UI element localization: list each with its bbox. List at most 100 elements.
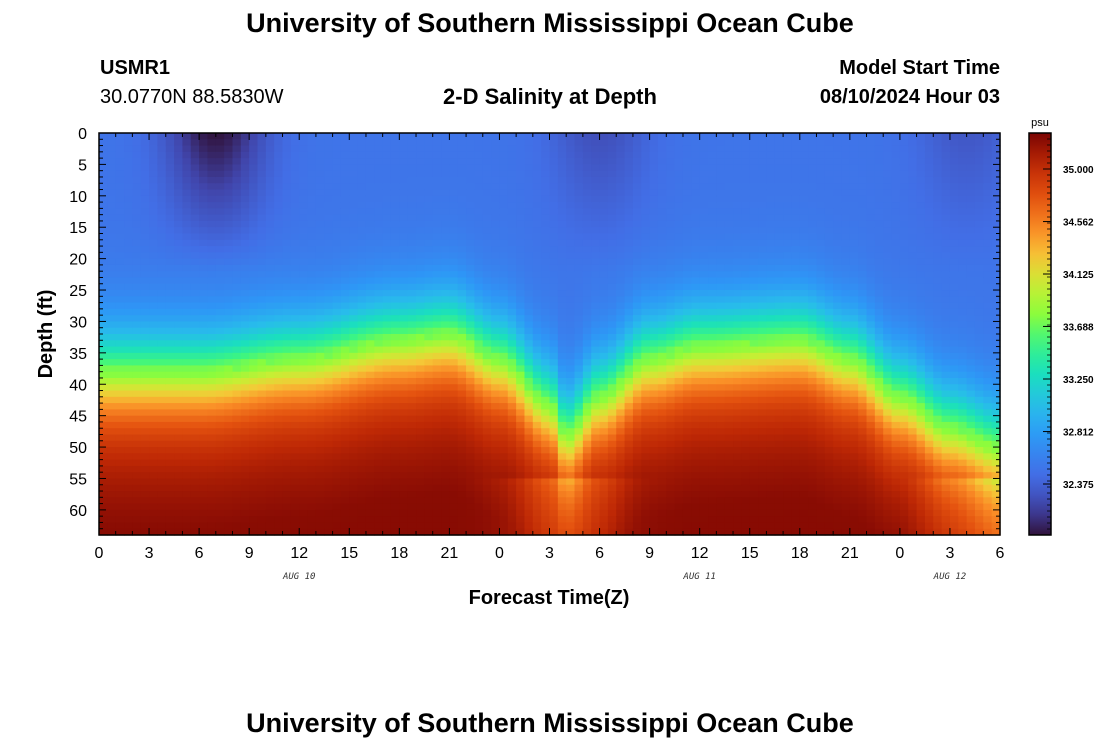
heatmap-cell xyxy=(157,246,167,253)
heatmap-cell xyxy=(265,352,275,360)
heatmap-cell xyxy=(315,478,325,486)
heatmap-cell xyxy=(641,290,651,297)
heatmap-cell xyxy=(274,227,284,235)
heatmap-cell xyxy=(157,271,167,279)
heatmap-cell xyxy=(149,472,158,480)
heatmap-cell xyxy=(149,384,158,392)
heatmap-cell xyxy=(457,396,467,404)
heatmap-cell xyxy=(524,346,534,354)
heatmap-cell xyxy=(282,522,292,530)
heatmap-cell xyxy=(708,509,717,517)
heatmap-cell xyxy=(290,503,300,511)
heatmap-cell xyxy=(699,271,709,279)
heatmap-cell xyxy=(582,252,592,260)
heatmap-cell xyxy=(449,145,459,153)
heatmap-cell xyxy=(724,365,734,373)
heatmap-cell xyxy=(507,258,517,266)
heatmap-cell xyxy=(182,308,192,316)
heatmap-cell xyxy=(332,371,342,379)
heatmap-cell xyxy=(599,252,609,260)
heatmap-cell xyxy=(174,409,184,417)
heatmap-cell xyxy=(399,434,409,442)
heatmap-cell xyxy=(407,465,417,473)
heatmap-cell xyxy=(174,465,184,473)
heatmap-cell xyxy=(399,202,409,209)
heatmap-cell xyxy=(691,145,701,153)
heatmap-cell xyxy=(240,258,250,266)
heatmap-cell xyxy=(399,365,409,373)
heatmap-cell xyxy=(157,352,167,360)
heatmap-cell xyxy=(632,283,642,291)
heatmap-cell xyxy=(399,290,409,297)
heatmap-cell xyxy=(390,528,400,536)
heatmap-cell xyxy=(182,509,192,517)
heatmap-cell xyxy=(382,214,392,222)
heatmap-cell xyxy=(449,252,459,260)
heatmap-cell xyxy=(399,396,409,404)
heatmap-cell xyxy=(524,170,534,178)
heatmap-cell xyxy=(557,453,567,461)
heatmap-cell xyxy=(349,352,359,360)
heatmap-cell xyxy=(282,453,292,461)
heatmap-cell xyxy=(407,421,417,429)
heatmap-cell xyxy=(115,195,125,203)
heatmap-cell xyxy=(182,258,192,266)
heatmap-cell xyxy=(332,365,342,373)
heatmap-cell xyxy=(624,334,634,341)
heatmap-cell xyxy=(124,359,133,367)
heatmap-cell xyxy=(257,440,267,448)
heatmap-cell xyxy=(524,202,534,209)
heatmap-cell xyxy=(474,151,484,159)
heatmap-cell xyxy=(532,176,542,184)
heatmap-cell xyxy=(157,509,167,517)
heatmap-cell xyxy=(365,315,375,323)
heatmap-cell xyxy=(115,359,125,367)
heatmap-cell xyxy=(649,497,659,505)
heatmap-cell xyxy=(190,409,200,417)
heatmap-cell xyxy=(466,246,476,253)
heatmap-cell xyxy=(349,403,359,410)
heatmap-cell xyxy=(491,384,501,392)
heatmap-cell xyxy=(124,308,133,316)
heatmap-cell xyxy=(99,522,108,530)
heatmap-cell xyxy=(257,145,267,153)
heatmap-cell xyxy=(708,377,717,385)
heatmap-cell xyxy=(140,239,150,247)
heatmap-cell xyxy=(741,440,751,448)
heatmap-cell xyxy=(340,183,350,191)
heatmap-cell xyxy=(682,390,692,398)
heatmap-cell xyxy=(107,246,117,253)
heatmap-cell xyxy=(224,421,234,429)
heatmap-cell xyxy=(416,133,425,140)
heatmap-cell xyxy=(649,290,659,297)
heatmap-cell xyxy=(441,252,450,260)
heatmap-cell xyxy=(616,145,626,153)
heatmap-cell xyxy=(466,321,476,329)
heatmap-cell xyxy=(691,396,701,404)
heatmap-cell xyxy=(549,528,559,536)
heatmap-cell xyxy=(449,195,459,203)
heatmap-cell xyxy=(240,428,250,436)
heatmap-cell xyxy=(174,516,184,524)
heatmap-cell xyxy=(332,522,342,530)
heatmap-cell xyxy=(607,271,617,279)
heatmap-cell xyxy=(265,377,275,385)
heatmap-cell xyxy=(432,214,442,222)
heatmap-cell xyxy=(299,509,309,517)
heatmap-cell xyxy=(582,334,592,341)
heatmap-cell xyxy=(265,277,275,285)
heatmap-cell xyxy=(190,239,200,247)
heatmap-cell xyxy=(265,195,275,203)
heatmap-cell xyxy=(574,283,584,291)
heatmap-cell xyxy=(557,472,567,480)
heatmap-cell xyxy=(741,484,751,492)
heatmap-cell xyxy=(140,447,150,454)
heatmap-cell xyxy=(532,277,542,285)
heatmap-cell xyxy=(232,403,242,410)
heatmap-cell xyxy=(290,183,300,191)
heatmap-cell xyxy=(482,403,492,410)
heatmap-cell xyxy=(649,271,659,279)
heatmap-cell xyxy=(574,290,584,297)
heatmap-cell xyxy=(532,459,542,467)
heatmap-cell xyxy=(215,396,225,404)
